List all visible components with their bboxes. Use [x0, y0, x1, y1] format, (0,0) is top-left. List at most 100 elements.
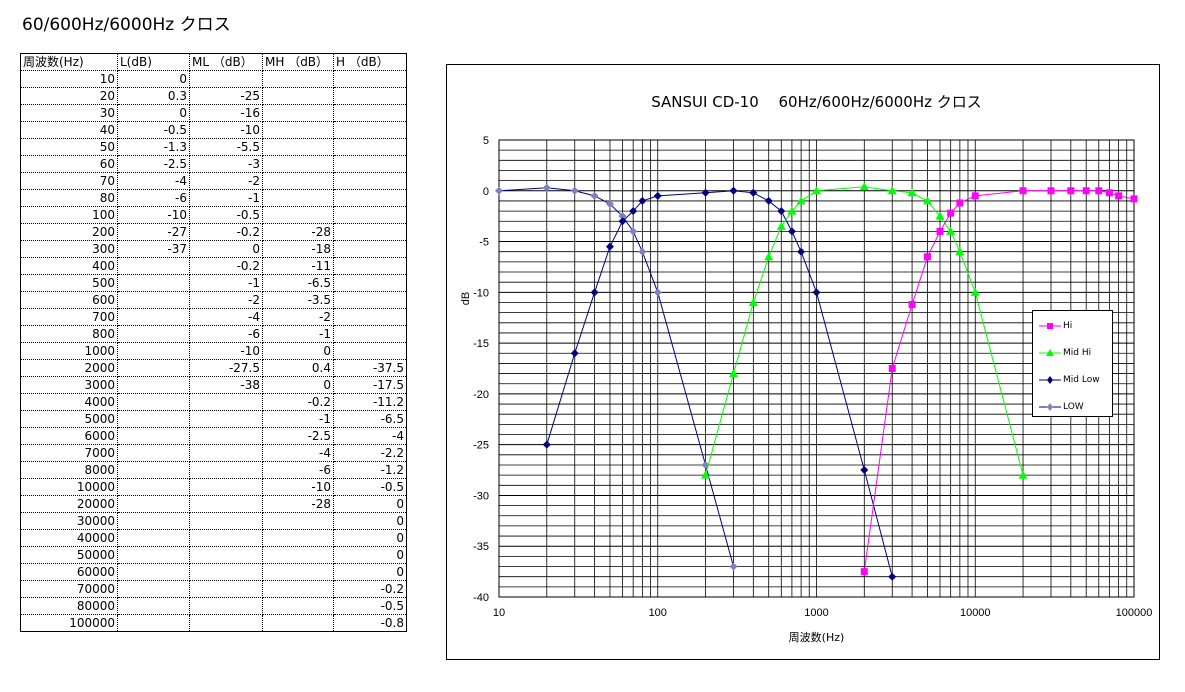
- table-cell[interactable]: 0: [333, 563, 407, 581]
- table-cell[interactable]: 7000: [20, 444, 118, 462]
- table-cell[interactable]: -3: [189, 155, 263, 173]
- table-cell[interactable]: [117, 614, 190, 632]
- table-cell[interactable]: [117, 546, 190, 564]
- table-cell[interactable]: 6000: [20, 427, 118, 445]
- table-cell[interactable]: [117, 342, 190, 360]
- table-cell[interactable]: -10: [189, 342, 263, 360]
- table-cell[interactable]: -2.2: [333, 444, 407, 462]
- table-cell[interactable]: [262, 546, 334, 564]
- table-cell[interactable]: -0.5: [333, 478, 407, 496]
- table-cell[interactable]: [117, 580, 190, 598]
- table-cell[interactable]: -3.5: [262, 291, 334, 309]
- table-cell[interactable]: [333, 274, 407, 292]
- table-cell[interactable]: 100: [20, 206, 118, 224]
- table-cell[interactable]: 700: [20, 308, 118, 326]
- table-cell[interactable]: [262, 529, 334, 547]
- table-cell[interactable]: [117, 444, 190, 462]
- table-cell[interactable]: 600: [20, 291, 118, 309]
- table-cell[interactable]: [262, 155, 334, 173]
- table-cell[interactable]: -4: [189, 308, 263, 326]
- table-cell[interactable]: [117, 291, 190, 309]
- table-cell[interactable]: -6: [262, 461, 334, 479]
- table-cell[interactable]: [333, 257, 407, 275]
- table-cell[interactable]: -28: [262, 495, 334, 513]
- table-cell[interactable]: 500: [20, 274, 118, 292]
- table-cell[interactable]: [117, 274, 190, 292]
- table-cell[interactable]: -25: [189, 87, 263, 105]
- table-cell[interactable]: [117, 410, 190, 428]
- table-cell[interactable]: [189, 427, 263, 445]
- table-cell[interactable]: [262, 70, 334, 88]
- table-cell[interactable]: [189, 444, 263, 462]
- table-cell[interactable]: [117, 563, 190, 581]
- column-header[interactable]: L(dB): [117, 53, 190, 71]
- table-cell[interactable]: [189, 410, 263, 428]
- table-cell[interactable]: [117, 529, 190, 547]
- table-cell[interactable]: [262, 87, 334, 105]
- table-cell[interactable]: [117, 257, 190, 275]
- table-cell[interactable]: [189, 529, 263, 547]
- table-cell[interactable]: [333, 104, 407, 122]
- table-cell[interactable]: [333, 223, 407, 241]
- table-cell[interactable]: 30: [20, 104, 118, 122]
- table-cell[interactable]: 70000: [20, 580, 118, 598]
- table-cell[interactable]: [117, 359, 190, 377]
- table-cell[interactable]: -2: [189, 172, 263, 190]
- table-cell[interactable]: 0: [333, 529, 407, 547]
- table-cell[interactable]: -6.5: [262, 274, 334, 292]
- table-cell[interactable]: 0: [117, 70, 190, 88]
- table-cell[interactable]: -1: [262, 325, 334, 343]
- table-cell[interactable]: 10000: [20, 478, 118, 496]
- table-cell[interactable]: 50: [20, 138, 118, 156]
- table-cell[interactable]: [189, 614, 263, 632]
- table-cell[interactable]: 20000: [20, 495, 118, 513]
- table-cell[interactable]: [333, 325, 407, 343]
- table-cell[interactable]: -4: [262, 444, 334, 462]
- table-cell[interactable]: [117, 376, 190, 394]
- column-header[interactable]: ML （dB）: [189, 53, 263, 71]
- table-cell[interactable]: 0.4: [262, 359, 334, 377]
- table-cell[interactable]: -4: [117, 172, 190, 190]
- table-cell[interactable]: [117, 512, 190, 530]
- table-cell[interactable]: [189, 495, 263, 513]
- table-cell[interactable]: 70: [20, 172, 118, 190]
- table-cell[interactable]: -0.8: [333, 614, 407, 632]
- table-cell[interactable]: -6: [189, 325, 263, 343]
- table-cell[interactable]: [189, 597, 263, 615]
- table-cell[interactable]: [333, 189, 407, 207]
- table-cell[interactable]: 5000: [20, 410, 118, 428]
- table-cell[interactable]: [333, 206, 407, 224]
- table-cell[interactable]: 80000: [20, 597, 118, 615]
- table-cell[interactable]: -10: [117, 206, 190, 224]
- table-cell[interactable]: -10: [189, 121, 263, 139]
- table-cell[interactable]: -37: [117, 240, 190, 258]
- table-cell[interactable]: -1.2: [333, 461, 407, 479]
- table-cell[interactable]: -1: [262, 410, 334, 428]
- column-header[interactable]: 周波数(Hz): [20, 53, 118, 71]
- table-cell[interactable]: 0: [262, 376, 334, 394]
- table-cell[interactable]: [333, 342, 407, 360]
- table-cell[interactable]: [333, 70, 407, 88]
- table-cell[interactable]: 8000: [20, 461, 118, 479]
- table-cell[interactable]: 40: [20, 121, 118, 139]
- table-cell[interactable]: -4: [333, 427, 407, 445]
- table-cell[interactable]: [189, 461, 263, 479]
- chart-area[interactable]: 5 0 -5 -10 -15 -20 -25 -30 -35 -40 10 100 1000 10000 1…: [446, 64, 1160, 660]
- table-cell[interactable]: 0: [333, 512, 407, 530]
- table-cell[interactable]: 1000: [20, 342, 118, 360]
- table-cell[interactable]: -18: [262, 240, 334, 258]
- table-cell[interactable]: 0: [262, 342, 334, 360]
- table-cell[interactable]: [189, 512, 263, 530]
- table-cell[interactable]: -0.2: [333, 580, 407, 598]
- table-cell[interactable]: [262, 172, 334, 190]
- table-cell[interactable]: -1: [189, 274, 263, 292]
- table-cell[interactable]: [333, 87, 407, 105]
- table-cell[interactable]: -0.5: [333, 597, 407, 615]
- table-cell[interactable]: 50000: [20, 546, 118, 564]
- table-cell[interactable]: 0: [117, 104, 190, 122]
- table-cell[interactable]: [333, 155, 407, 173]
- table-cell[interactable]: [333, 291, 407, 309]
- table-cell[interactable]: -27.5: [189, 359, 263, 377]
- table-cell[interactable]: 10: [20, 70, 118, 88]
- table-cell[interactable]: [189, 580, 263, 598]
